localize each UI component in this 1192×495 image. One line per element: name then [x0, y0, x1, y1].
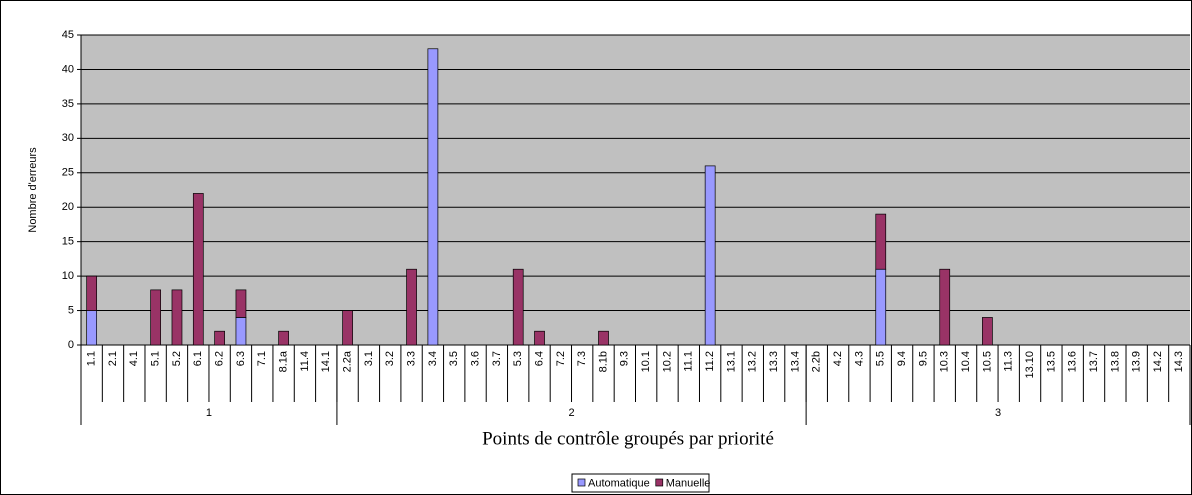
x-tick-label: 11.4 — [299, 351, 311, 372]
bar-segment — [342, 310, 353, 346]
x-tick-label: 3.3 — [405, 351, 417, 366]
legend-label: Manuelle — [666, 477, 711, 489]
bar-segment — [598, 330, 609, 346]
x-axis-label: Points de contrôle groupés par priorité — [482, 428, 774, 449]
y-tick-label: 20 — [62, 201, 74, 213]
x-tick-label: 10.2 — [661, 351, 673, 372]
group-label: 3 — [995, 407, 1001, 419]
x-tick-label: 10.3 — [939, 351, 951, 372]
x-tick-label: 14.3 — [1173, 351, 1185, 372]
x-tick-label: 4.1 — [128, 351, 140, 366]
x-tick-label: 6.4 — [533, 351, 545, 366]
x-tick-label: 13.9 — [1131, 351, 1143, 372]
bar-segment — [235, 317, 247, 346]
x-tick-label: 2.2b — [811, 351, 823, 372]
legend-label: Automatique — [588, 477, 650, 489]
x-tick-label: 6.2 — [214, 351, 226, 366]
bar-segment — [704, 165, 716, 346]
x-tick-label: 4.2 — [832, 351, 844, 366]
bar-segment — [235, 289, 247, 318]
x-tick-label: 3.7 — [491, 351, 503, 366]
y-tick-label: 45 — [62, 29, 74, 41]
x-tick-label: 8.1b — [597, 351, 609, 372]
x-tick-label: 13.8 — [1109, 351, 1121, 372]
y-tick-label: 15 — [62, 236, 74, 248]
y-axis-label: Nombre d'erreurs — [27, 147, 39, 233]
bar-segment — [875, 213, 887, 270]
bar-segment — [150, 289, 161, 346]
y-tick-label: 30 — [62, 132, 74, 144]
y-tick-label: 25 — [62, 167, 74, 179]
bar-segment — [192, 193, 204, 346]
bar-segment — [278, 330, 289, 346]
legend-box — [571, 473, 710, 493]
x-tick-label: 3.5 — [448, 351, 460, 366]
bar-segment — [982, 317, 993, 346]
x-tick-label: 10.4 — [960, 351, 972, 372]
x-tick-label: 11.2 — [704, 351, 716, 372]
x-tick-label: 6.1 — [192, 351, 204, 366]
x-tick-label: 8.1a — [278, 350, 290, 372]
x-tick-label: 7.3 — [576, 351, 588, 366]
bar-segment — [512, 268, 524, 346]
x-tick-label: 9.4 — [896, 351, 908, 366]
x-tick-label: 14.1 — [320, 351, 332, 372]
x-tick-label: 3.1 — [363, 351, 375, 366]
x-tick-label: 10.5 — [981, 351, 993, 372]
x-tick-label: 1.1 — [86, 351, 98, 366]
x-tick-label: 7.1 — [256, 351, 268, 366]
bar-segment — [406, 268, 417, 346]
x-tick-label: 13.7 — [1088, 351, 1100, 372]
x-tick-label: 13.4 — [789, 351, 801, 372]
x-tick-label: 3.4 — [427, 351, 439, 366]
x-tick-label: 6.3 — [235, 351, 247, 366]
x-tick-label: 7.2 — [555, 351, 567, 366]
bar-segment — [171, 289, 183, 346]
x-tick-label: 13.2 — [747, 351, 759, 372]
bar-segment — [86, 275, 98, 311]
x-tick-label: 5.5 — [875, 351, 887, 366]
plot-area — [81, 35, 1190, 345]
bar-segment — [214, 330, 225, 346]
bar-segment — [939, 268, 951, 346]
x-tick-label: 3.2 — [384, 351, 396, 366]
y-tick-label: 40 — [62, 63, 74, 75]
bar-segment — [427, 48, 439, 346]
bar-segment — [534, 330, 545, 346]
legend-swatch — [655, 478, 664, 487]
x-tick-label: 5.3 — [512, 351, 524, 366]
x-tick-label: 2.1 — [107, 351, 119, 366]
x-tick-label: 3.6 — [469, 351, 481, 366]
x-tick-label: 2.2a — [341, 350, 353, 372]
y-tick-label: 10 — [62, 270, 74, 282]
x-tick-label: 13.3 — [768, 351, 780, 372]
x-tick-label: 13.5 — [1045, 351, 1057, 372]
y-tick-label: 0 — [68, 339, 74, 351]
x-tick-label: 5.2 — [171, 351, 183, 366]
x-tick-label: 13.10 — [1024, 351, 1036, 379]
x-tick-label: 5.1 — [150, 351, 162, 366]
x-tick-label: 13.1 — [725, 351, 737, 372]
legend-swatch — [577, 478, 586, 487]
x-tick-label: 10.1 — [640, 351, 652, 372]
x-tick-label: 11.1 — [683, 351, 695, 372]
x-tick-label: 13.6 — [1067, 351, 1079, 372]
x-tick-label: 4.3 — [853, 351, 865, 366]
bar-segment — [875, 268, 887, 346]
x-tick-label: 9.5 — [917, 351, 929, 366]
x-tick-label: 14.2 — [1152, 351, 1164, 372]
bar-segment — [86, 310, 98, 346]
x-tick-label: 9.3 — [619, 351, 631, 366]
y-tick-label: 5 — [68, 304, 74, 316]
y-tick-label: 35 — [62, 98, 74, 110]
group-label: 2 — [568, 407, 574, 419]
group-label: 1 — [206, 407, 212, 419]
x-tick-label: 11.3 — [1003, 351, 1015, 372]
